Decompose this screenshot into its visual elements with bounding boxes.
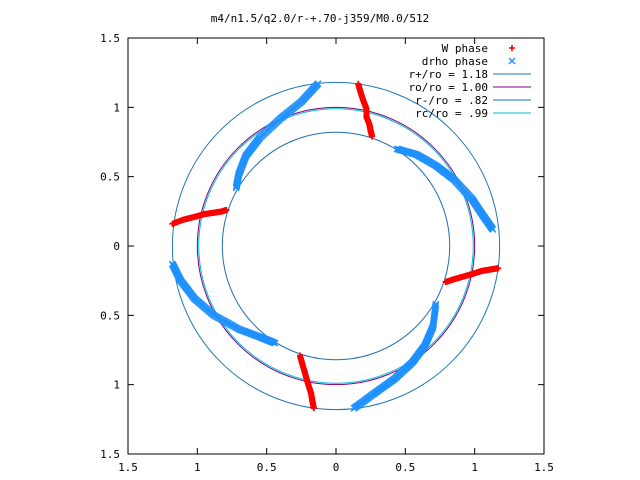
circle-r+ (171, 81, 501, 411)
w-phase-series (169, 80, 502, 412)
phase-points (168, 80, 502, 412)
legend-label: r+/ro = 1.18 (409, 68, 488, 81)
legend-marker (509, 45, 515, 51)
drho-phase-point (432, 301, 440, 309)
w-phase-point (223, 206, 230, 213)
drho-phase-point (508, 57, 516, 65)
x-tick-label: 0.5 (395, 461, 415, 474)
drho-phase-series (168, 80, 497, 412)
y-tick-label: 1.5 (100, 448, 120, 461)
x-tick-label: 0.5 (257, 461, 277, 474)
legend-label: drho phase (422, 55, 488, 68)
drho-phase-point (432, 300, 440, 308)
x-tick-label: 1 (471, 461, 478, 474)
legend-label: W phase (442, 42, 488, 55)
circle-ro (196, 106, 476, 386)
y-tick-label: 0.5 (100, 309, 120, 322)
drho-phase-point (314, 80, 322, 88)
y-tick-label: 1 (113, 101, 120, 114)
y-tick-label: 1 (113, 379, 120, 392)
reference-circles (171, 81, 501, 411)
x-tick-label: 1.5 (118, 461, 138, 474)
chart-title: m4/n1.5/q2.0/r-+.70-j359/M0.0/512 (211, 12, 430, 25)
y-tick-label: 0.5 (100, 171, 120, 184)
x-tick-label: 0 (333, 461, 340, 474)
legend-marker (508, 57, 516, 65)
y-tick-label: 1.5 (100, 32, 120, 45)
legend-label: rc/ro = .99 (415, 107, 488, 120)
w-phase-point (310, 405, 317, 412)
w-phase-point (369, 133, 376, 140)
w-phase-point (495, 265, 502, 272)
y-tick-label: 0 (113, 240, 120, 253)
drho-phase-point (489, 225, 497, 233)
circle-rc (198, 108, 474, 384)
axis-ticks: 1.5 1 0.5 0 0.5 1 1.51.510.500.511.5 (100, 32, 554, 474)
circle-r- (221, 131, 451, 361)
w-phase-point (509, 45, 515, 51)
legend-label: ro/ro = 1.00 (409, 81, 488, 94)
legend-label: r-/ro = .82 (415, 94, 488, 107)
x-tick-label: 1.5 (534, 461, 554, 474)
drho-phase-point (271, 339, 279, 347)
drho-phase-point (432, 303, 440, 311)
x-tick-label: 1 (194, 461, 201, 474)
